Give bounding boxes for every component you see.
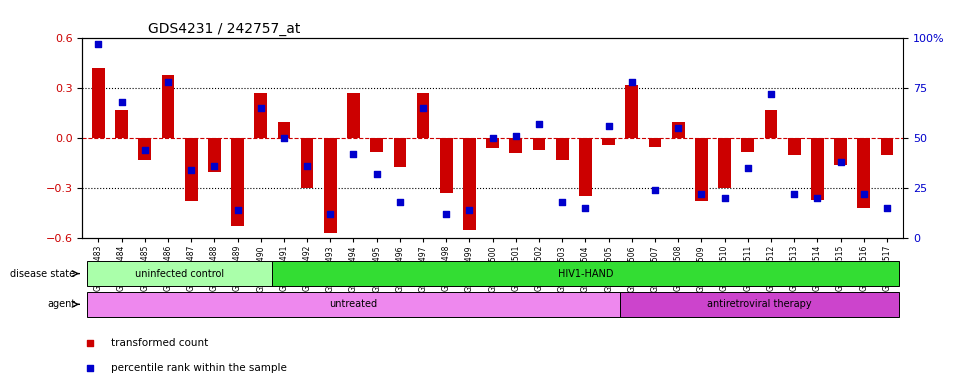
Point — [299, 163, 315, 169]
Point — [91, 41, 106, 48]
Point — [810, 195, 825, 201]
Point — [578, 205, 593, 211]
Text: agent: agent — [47, 299, 75, 310]
Point — [508, 133, 524, 139]
Text: HIV1-HAND: HIV1-HAND — [557, 268, 613, 279]
Point — [114, 99, 129, 105]
Bar — [625, 85, 639, 138]
Bar — [277, 122, 291, 138]
Bar — [115, 110, 128, 138]
Point — [694, 191, 709, 197]
Point — [740, 165, 755, 171]
Bar — [858, 138, 870, 208]
Bar — [300, 138, 314, 188]
Bar — [555, 138, 569, 160]
Bar — [620, 292, 898, 317]
Bar — [695, 138, 708, 202]
Bar — [92, 68, 104, 138]
Point — [184, 167, 199, 173]
Bar — [788, 138, 801, 155]
Point — [346, 151, 361, 157]
Bar — [648, 138, 662, 147]
Point — [82, 365, 99, 371]
Point — [763, 91, 779, 98]
Bar — [835, 138, 847, 165]
Text: percentile rank within the sample: percentile rank within the sample — [111, 362, 287, 373]
Point — [879, 205, 895, 211]
Point — [833, 159, 848, 165]
Point — [554, 199, 570, 205]
Point — [717, 195, 732, 201]
Bar — [602, 138, 615, 145]
Text: uninfected control: uninfected control — [135, 268, 224, 279]
Bar — [87, 292, 620, 317]
Bar — [486, 138, 499, 148]
Bar — [138, 138, 151, 160]
Point — [82, 340, 99, 346]
Text: transformed count: transformed count — [111, 338, 208, 348]
Text: antiretroviral therapy: antiretroviral therapy — [707, 299, 811, 310]
Point — [670, 125, 686, 131]
Bar — [393, 138, 407, 167]
Bar — [440, 138, 453, 193]
Bar — [742, 138, 754, 152]
Bar — [347, 93, 360, 138]
Point — [160, 79, 176, 85]
Bar — [579, 138, 592, 197]
Point — [230, 207, 245, 213]
Point — [369, 171, 384, 177]
Point — [276, 135, 292, 141]
Bar — [161, 75, 174, 138]
Bar — [185, 138, 197, 202]
Bar — [416, 93, 430, 138]
Bar — [671, 122, 685, 138]
Point — [439, 211, 454, 217]
Point — [856, 191, 871, 197]
Text: GDS4231 / 242757_at: GDS4231 / 242757_at — [148, 22, 300, 36]
Bar — [811, 138, 824, 200]
Text: disease state: disease state — [10, 268, 75, 279]
Point — [647, 187, 663, 193]
Bar — [231, 138, 243, 227]
Point — [624, 79, 639, 85]
Point — [485, 135, 500, 141]
Point — [786, 191, 802, 197]
Bar — [463, 138, 476, 230]
Point — [392, 199, 408, 205]
Bar — [719, 138, 731, 188]
Bar — [370, 138, 384, 152]
Point — [323, 211, 338, 217]
Point — [207, 163, 222, 169]
Point — [253, 105, 269, 111]
Point — [601, 123, 616, 129]
Bar — [324, 138, 337, 233]
Bar — [765, 110, 778, 138]
Bar — [881, 138, 894, 155]
Point — [137, 147, 153, 153]
Point — [531, 121, 547, 127]
Bar — [208, 138, 220, 172]
Bar — [254, 93, 267, 138]
Text: untreated: untreated — [329, 299, 378, 310]
Bar — [509, 138, 523, 153]
Bar — [532, 138, 546, 150]
Bar — [272, 261, 898, 286]
Point — [462, 207, 477, 213]
Bar — [87, 261, 272, 286]
Point — [415, 105, 431, 111]
